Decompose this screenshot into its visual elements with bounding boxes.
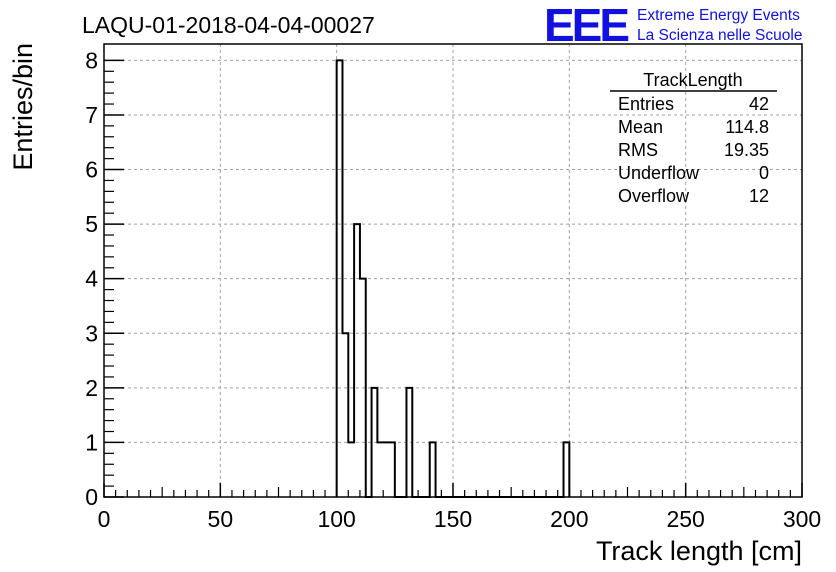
project-name-line1: Extreme Energy Events [637, 7, 800, 24]
run-title: LAQU-01-2018-04-04-00027 [82, 12, 375, 38]
stats-label: Entries [618, 94, 674, 114]
stats-label: RMS [618, 140, 658, 160]
stats-box: TrackLength Entries 42 Mean 114.8 RMS 19.35 Un… [610, 70, 777, 206]
stats-value: 12 [749, 186, 769, 206]
stats-value: 42 [749, 94, 769, 114]
logo-text: EEE [544, 0, 628, 51]
stats-label: Mean [618, 117, 663, 137]
stats-value: 114.8 [725, 117, 769, 137]
y-tick-label: 2 [85, 375, 98, 401]
x-tick-label: 0 [98, 506, 111, 532]
stats-value: 19.35 [724, 140, 769, 160]
stats-box-title: TrackLength [643, 70, 742, 90]
x-axis-ticks: 0 50 100 150 200 250 300 [98, 483, 821, 532]
stats-value: 0 [759, 163, 769, 183]
y-tick-label: 7 [85, 102, 98, 128]
project-name-line2: La Scienza nelle Scuole [637, 27, 802, 44]
y-tick-label: 4 [85, 266, 98, 292]
x-axis-title: Track length [cm] [596, 536, 802, 566]
y-tick-label: 8 [85, 47, 98, 73]
stats-label: Overflow [618, 186, 690, 206]
stats-box-rows: Entries 42 Mean 114.8 RMS 19.35 Underflow 0 Over… [618, 94, 769, 206]
y-tick-label: 5 [85, 211, 98, 237]
y-axis-ticks: 0 1 2 3 4 5 6 7 8 [85, 47, 124, 510]
x-tick-label: 250 [666, 506, 704, 532]
stats-label: Underflow [618, 163, 700, 183]
x-tick-label: 150 [434, 506, 472, 532]
y-axis-title: Entries/bin [8, 43, 38, 171]
x-tick-label: 100 [317, 506, 355, 532]
y-tick-label: 0 [85, 484, 98, 510]
y-tick-label: 3 [85, 320, 98, 346]
grid-lines [104, 44, 802, 497]
y-tick-label: 1 [85, 429, 98, 455]
x-tick-label: 300 [783, 506, 821, 532]
x-tick-label: 50 [208, 506, 234, 532]
y-tick-label: 6 [85, 157, 98, 183]
eee-logo: EEE Extreme Energy Events La Scienza nel… [544, 0, 802, 51]
x-tick-label: 200 [550, 506, 588, 532]
histogram-step-line [335, 59, 571, 498]
